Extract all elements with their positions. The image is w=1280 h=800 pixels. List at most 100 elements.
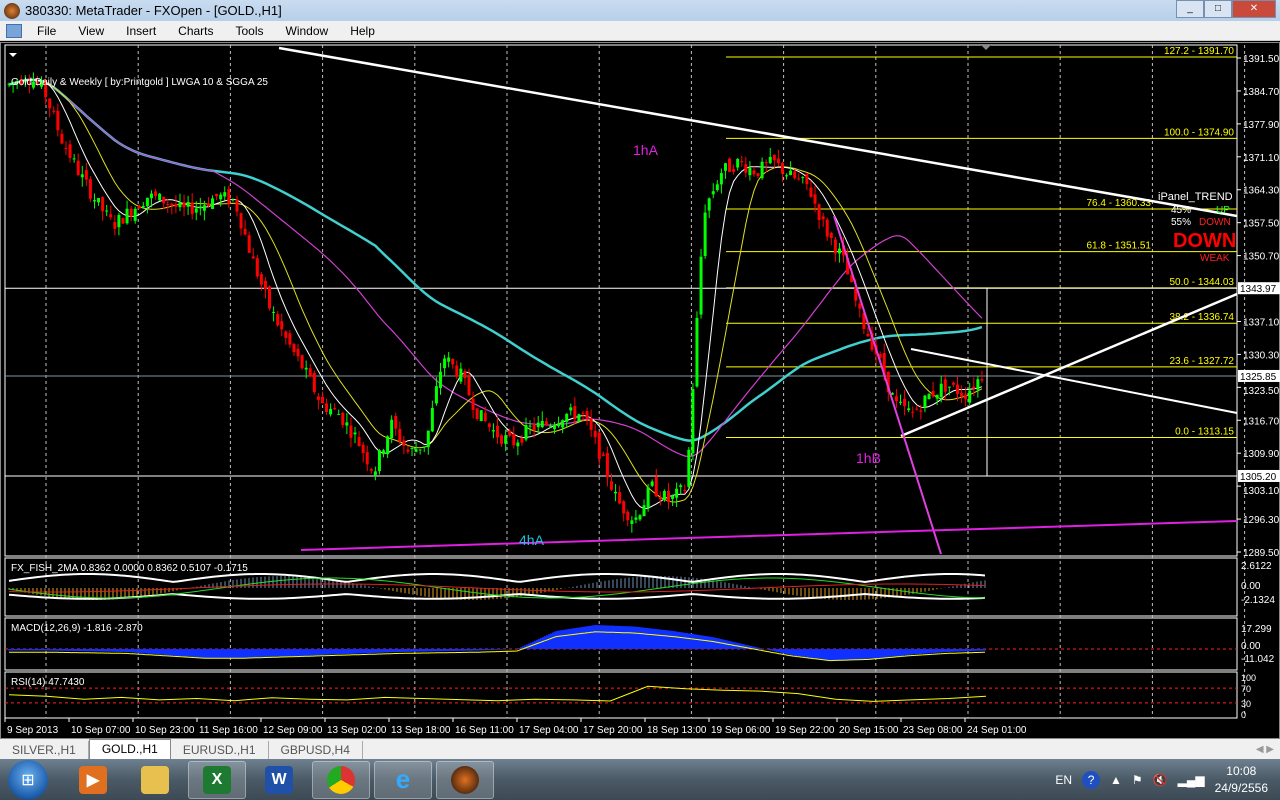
menu-insert[interactable]: Insert bbox=[126, 23, 157, 38]
trend-line bbox=[910, 348, 1238, 414]
bear-candle bbox=[980, 379, 984, 381]
macd-caption: MACD(12,26,9) -1.816 -2.870 bbox=[11, 623, 143, 634]
start-button[interactable]: ⊞ bbox=[8, 759, 48, 800]
time-label: 24 Sep 01:00 bbox=[967, 725, 1027, 736]
fisher-tick-label: 0.00 bbox=[1241, 581, 1261, 592]
bull-candle bbox=[72, 158, 76, 160]
bull-candle bbox=[223, 192, 227, 197]
chart-window[interactable]: 1391.50 1384.70 1377.90 1371.10 1364.30 1357.… bbox=[0, 42, 1280, 739]
bull-candle bbox=[304, 367, 308, 370]
fib-level-label: 76.4 - 1360.33 bbox=[1087, 198, 1152, 209]
bear-candle bbox=[772, 154, 776, 161]
tab-gold[interactable]: GOLD.,H1 bbox=[88, 739, 171, 759]
maximize-button[interactable]: □ bbox=[1204, 0, 1232, 18]
bull-candle bbox=[711, 191, 715, 195]
minimize-button[interactable]: _ bbox=[1176, 0, 1204, 18]
bear-candle bbox=[296, 348, 300, 357]
time-label: 19 Sep 22:00 bbox=[775, 725, 835, 736]
bull-candle bbox=[707, 198, 711, 211]
bear-candle bbox=[931, 390, 935, 397]
bear-candle bbox=[316, 396, 320, 400]
rsi-tick-label: 0 bbox=[1241, 710, 1246, 720]
chart-window-icon[interactable] bbox=[6, 23, 22, 38]
action-center-flag-icon[interactable]: ⚑ bbox=[1131, 772, 1143, 787]
bear-candle bbox=[573, 406, 577, 420]
tab-gbpusd[interactable]: GBPUSD,H4 bbox=[269, 741, 363, 759]
macd-tick-label: -11.042 bbox=[1241, 654, 1275, 665]
close-button[interactable]: ✕ bbox=[1232, 0, 1276, 18]
bull-candle bbox=[504, 435, 508, 444]
menu-view[interactable]: View bbox=[78, 23, 105, 38]
price-label-box bbox=[1238, 282, 1280, 295]
taskbar-excel[interactable]: X bbox=[188, 760, 246, 799]
wave-label: 1hB bbox=[856, 450, 881, 466]
taskbar-metatrader[interactable] bbox=[436, 760, 494, 799]
bull-candle bbox=[117, 214, 121, 228]
bear-candle bbox=[911, 411, 915, 413]
network-signal-icon[interactable]: ▂▄▆ bbox=[1177, 772, 1205, 787]
menu-help[interactable]: Help bbox=[350, 23, 375, 38]
bull-candle bbox=[211, 198, 215, 209]
menu-file[interactable]: File bbox=[37, 23, 57, 38]
bear-candle bbox=[406, 449, 410, 452]
time-label: 13 Sep 18:00 bbox=[391, 725, 451, 736]
bear-candle bbox=[109, 214, 113, 218]
taskbar-media-player[interactable]: ▶ bbox=[64, 761, 122, 799]
bull-candle bbox=[422, 446, 426, 448]
time-label: 11 Sep 16:00 bbox=[199, 725, 258, 736]
bull-candle bbox=[671, 495, 675, 499]
bull-candle bbox=[557, 423, 561, 427]
bear-candle bbox=[813, 194, 817, 204]
bull-candle bbox=[548, 425, 552, 427]
excel-icon: X bbox=[203, 765, 231, 794]
bear-candle bbox=[597, 432, 601, 459]
bull-candle bbox=[536, 422, 540, 428]
bull-candle bbox=[345, 422, 349, 426]
language-indicator[interactable]: EN bbox=[1055, 772, 1073, 787]
bear-candle bbox=[288, 333, 292, 345]
bull-candle bbox=[561, 420, 565, 428]
bull-candle bbox=[272, 311, 276, 313]
clock[interactable]: 10:08 24/9/2556 bbox=[1215, 763, 1268, 797]
menu-charts[interactable]: Charts bbox=[178, 23, 214, 38]
taskbar-word[interactable]: W bbox=[250, 761, 308, 799]
bear-candle bbox=[846, 257, 850, 275]
bull-candle bbox=[430, 408, 434, 432]
bear-candle bbox=[308, 368, 312, 377]
bull-candle bbox=[540, 420, 544, 428]
bull-candle bbox=[923, 395, 927, 408]
menu-window[interactable]: Window bbox=[285, 23, 329, 38]
bear-candle bbox=[190, 202, 194, 215]
bear-candle bbox=[101, 197, 105, 212]
folder-icon bbox=[141, 765, 169, 794]
price-chart[interactable]: 1391.50 1384.70 1377.90 1371.10 1364.30 1357.… bbox=[1, 43, 1280, 740]
taskbar-explorer[interactable] bbox=[126, 761, 184, 799]
tab-scroll-arrows[interactable]: ◀ ▶ bbox=[1255, 743, 1274, 755]
time-label: 18 Sep 13:00 bbox=[647, 725, 707, 736]
bear-candle bbox=[764, 161, 768, 163]
taskbar-chrome[interactable] bbox=[312, 760, 370, 799]
bear-candle bbox=[728, 158, 732, 172]
bull-candle bbox=[565, 413, 569, 422]
bear-candle bbox=[361, 444, 365, 454]
menu-tools[interactable]: Tools bbox=[235, 23, 264, 38]
tab-eurusd[interactable]: EURUSD.,H1 bbox=[171, 741, 269, 759]
fib-level-label: 38.2 - 1336.74 bbox=[1170, 312, 1235, 323]
taskbar-ie[interactable]: e bbox=[374, 760, 432, 799]
bear-candle bbox=[251, 256, 255, 259]
trend-line bbox=[833, 215, 942, 555]
price-label-box bbox=[1238, 469, 1280, 482]
bear-candle bbox=[544, 421, 548, 425]
help-icon[interactable]: ? bbox=[1082, 770, 1101, 789]
fisher-tick-label: 2.6122 bbox=[1241, 561, 1272, 572]
bear-candle bbox=[626, 511, 630, 521]
bull-candle bbox=[968, 390, 972, 403]
volume-muted-icon[interactable]: 🔇 bbox=[1152, 772, 1168, 787]
clock-time: 10:08 bbox=[1226, 763, 1257, 778]
tab-silver[interactable]: SILVER.,H1 bbox=[0, 741, 89, 759]
bear-candle bbox=[520, 438, 524, 443]
ipanel-down-label: DOWN bbox=[1199, 217, 1231, 228]
show-hidden-icons[interactable]: ▲ bbox=[1110, 772, 1122, 787]
internet-explorer-icon: e bbox=[395, 764, 411, 794]
bear-candle bbox=[394, 415, 398, 429]
